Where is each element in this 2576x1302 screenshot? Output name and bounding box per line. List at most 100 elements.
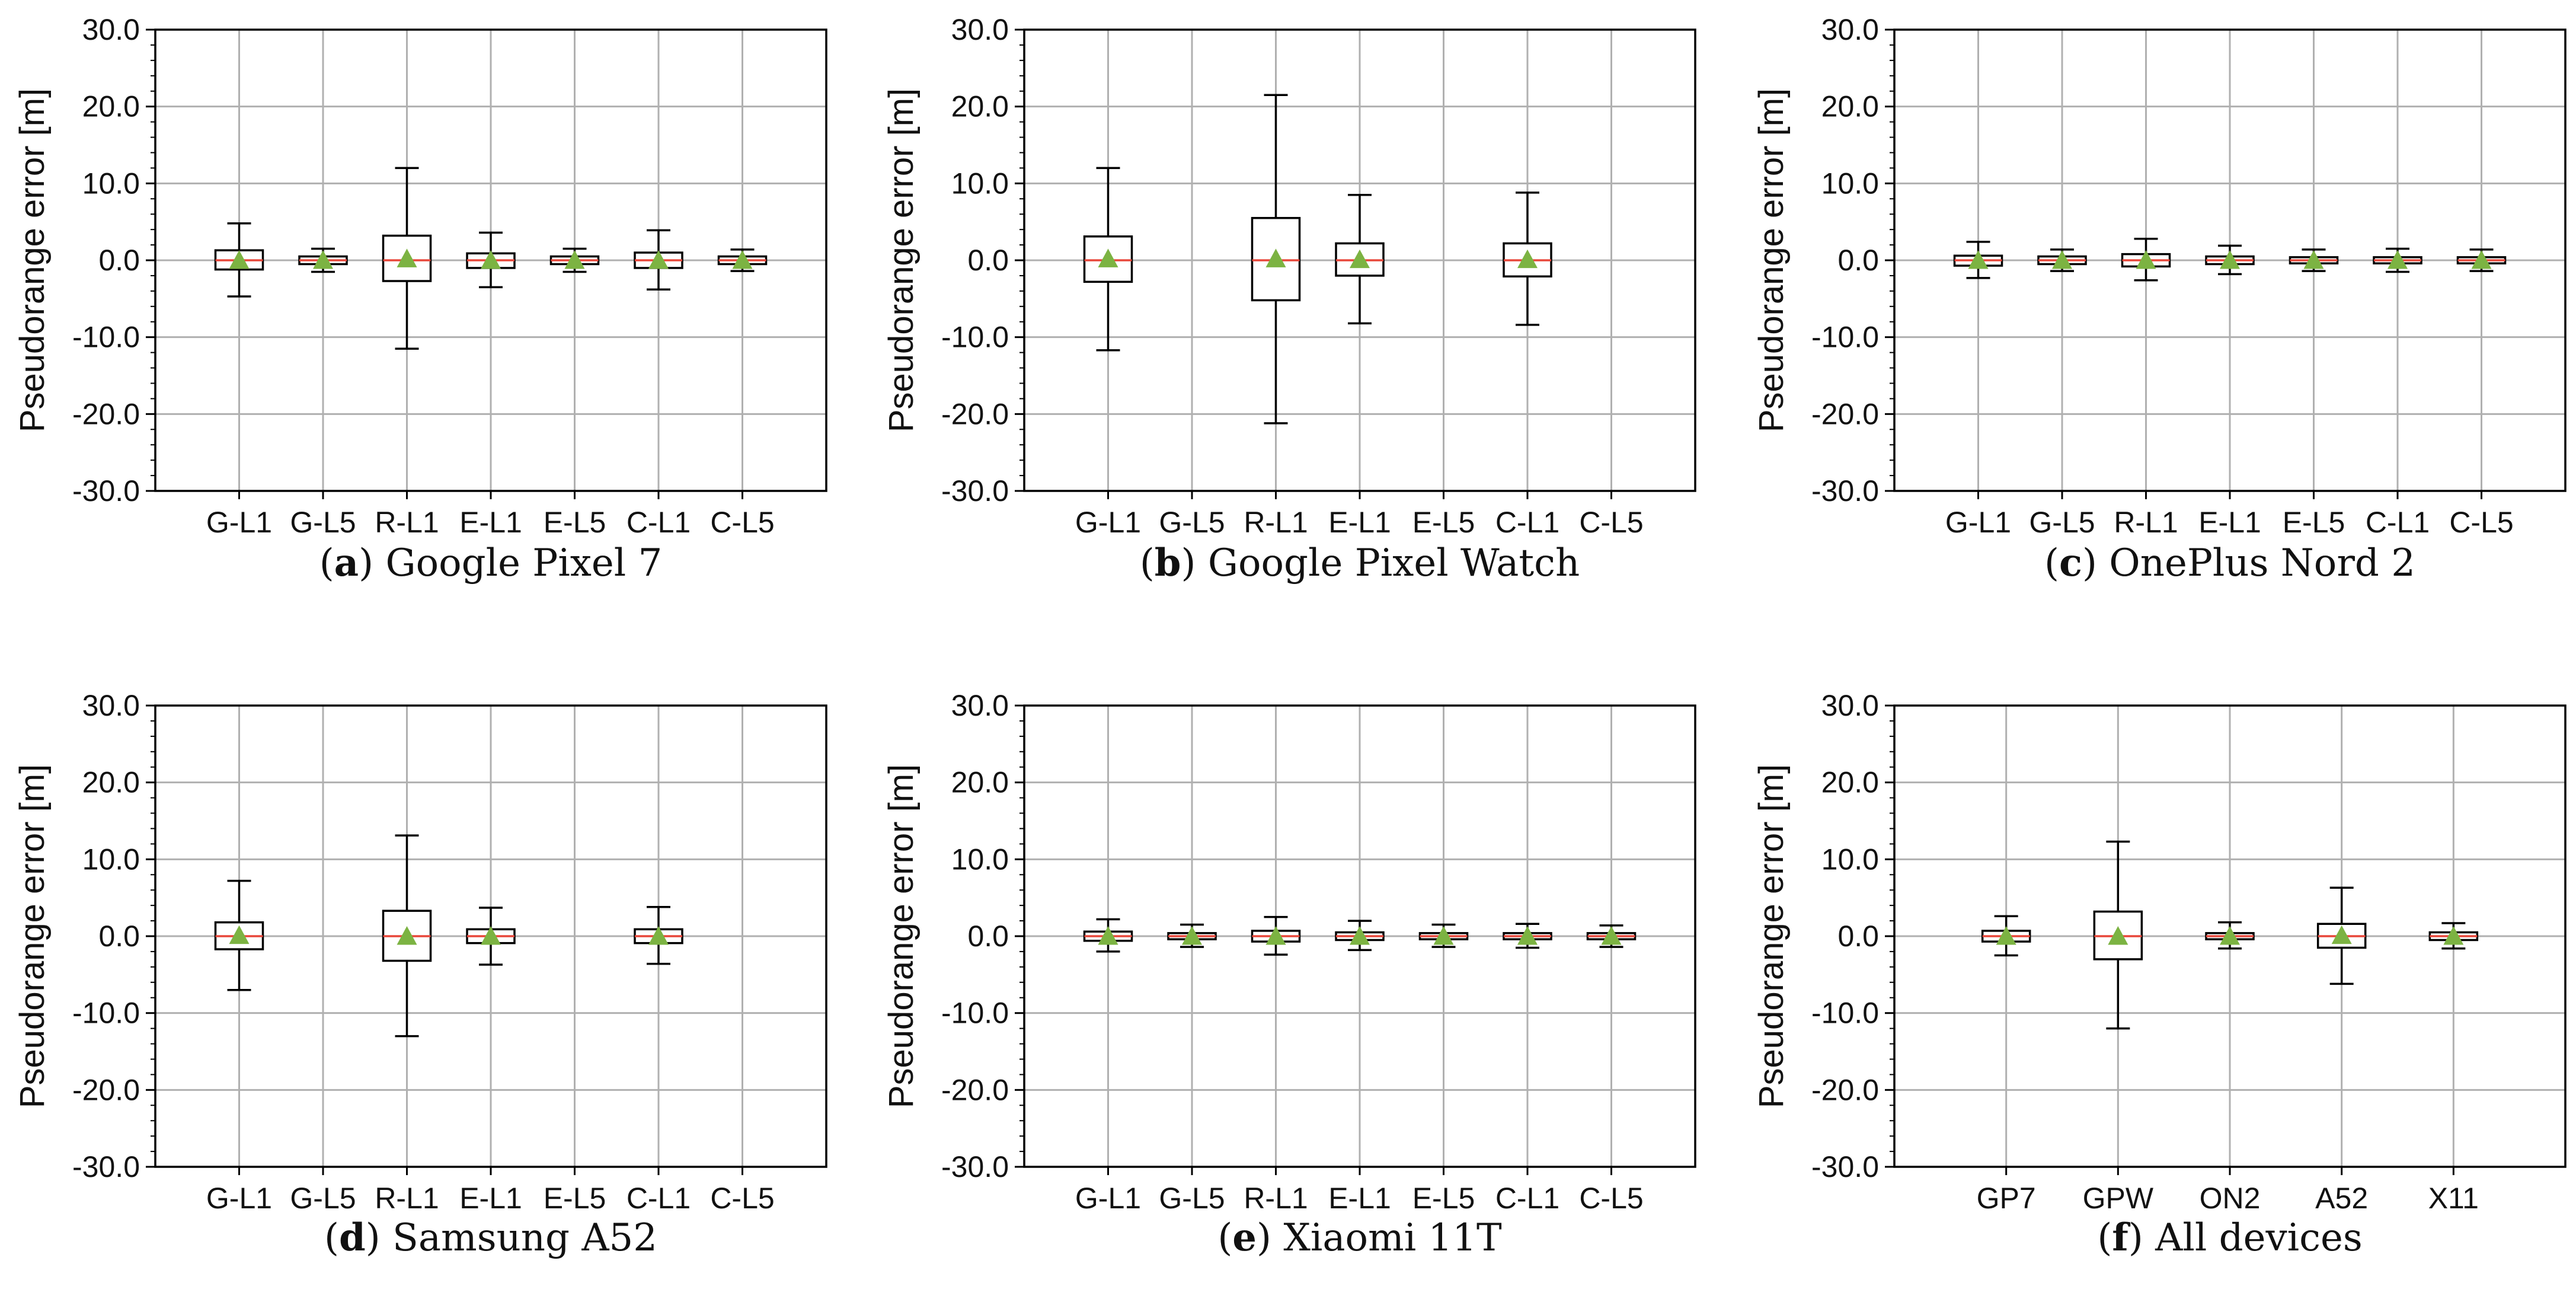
box-ON2 <box>2205 921 2255 950</box>
chart-panel-d: 30.0 20.0 10.0 0.0 -10.0 -20.0 -30.0 Pseudorang… <box>13 689 827 1215</box>
y-axis-label: Pseudorange error [m] <box>882 88 921 432</box>
y-tick-label: 0.0 <box>967 244 1009 277</box>
x-tick-label: R-L1 <box>375 1182 439 1215</box>
caption-text: Xiaomi 11T <box>1271 1216 1502 1260</box>
box-E-L1 <box>2205 244 2255 276</box>
y-tick-label: 10.0 <box>82 167 140 200</box>
box-C-L1 <box>634 229 683 291</box>
y-tick-label: -10.0 <box>72 997 140 1030</box>
y-tick-label: 0.0 <box>967 920 1009 953</box>
x-tick-label: G-L5 <box>1159 1182 1225 1215</box>
y-tick-label: -10.0 <box>1811 997 1879 1030</box>
x-tick-label: G-L1 <box>206 506 272 539</box>
x-tick-label: G-L5 <box>290 1182 356 1215</box>
x-tick-label: C-L1 <box>627 506 691 539</box>
mean-marker <box>481 250 501 269</box>
caption-text: Google Pixel Watch <box>1196 541 1580 585</box>
mean-marker <box>1265 248 1286 267</box>
x-tick-label: C-L1 <box>627 1182 691 1215</box>
x-tick-label: C-L1 <box>2366 506 2430 539</box>
mean-marker <box>2331 925 2352 944</box>
box-E-L1 <box>1335 920 1385 952</box>
x-tick-label: E-L1 <box>459 506 522 539</box>
y-tick-label: -10.0 <box>941 321 1009 354</box>
box-G-L1 <box>214 222 264 298</box>
mean-marker <box>2303 250 2324 269</box>
box-R-L1 <box>2121 237 2171 282</box>
y-tick-label: -20.0 <box>941 397 1009 430</box>
y-tick-label: -10.0 <box>941 997 1009 1030</box>
mean-marker <box>2220 926 2240 945</box>
x-tick-label: E-L1 <box>459 1182 522 1215</box>
x-tick-label: GPW <box>2083 1182 2154 1215</box>
x-tick-label: C-L1 <box>1495 1182 1559 1215</box>
box-G-L1 <box>1083 918 1133 953</box>
y-tick-label: 0.0 <box>98 920 140 953</box>
mean-marker <box>648 926 669 945</box>
caption-text: Samsung A52 <box>380 1216 657 1260</box>
y-tick-label: -20.0 <box>72 397 140 430</box>
x-tick-label: E-L5 <box>544 1182 606 1215</box>
mean-marker <box>1968 250 1989 269</box>
mean-marker <box>2108 926 2128 945</box>
x-tick-label: C-L5 <box>1579 506 1643 539</box>
box-C-L1 <box>1503 923 1552 949</box>
y-tick-label: 20.0 <box>82 90 140 123</box>
x-tick-label: E-L5 <box>1412 1182 1475 1215</box>
y-tick-label: 10.0 <box>82 843 140 876</box>
x-tick-label: G-L1 <box>1075 1182 1141 1215</box>
y-tick-label: 0.0 <box>1837 920 1879 953</box>
mean-marker <box>313 250 333 269</box>
plot-frame <box>154 704 827 1168</box>
x-tick-label: E-L1 <box>2198 506 2261 539</box>
x-tick-label: A52 <box>2315 1182 2368 1215</box>
box-E-L5 <box>2289 248 2339 272</box>
chart-panel-b: 30.0 20.0 10.0 0.0 -10.0 -20.0 -30.0 Pseudorang… <box>882 13 1696 539</box>
y-tick-label: 20.0 <box>951 766 1009 799</box>
mean-marker <box>1098 926 1118 945</box>
y-tick-label: 30.0 <box>1821 689 1879 722</box>
y-tick-label: 20.0 <box>1821 766 1879 799</box>
mean-marker <box>1996 926 2016 945</box>
y-axis-label: Pseudorange error [m] <box>13 764 52 1108</box>
y-tick-label: 30.0 <box>951 13 1009 46</box>
y-tick-label: -30.0 <box>1811 474 1879 508</box>
x-tick-label: ON2 <box>2200 1182 2261 1215</box>
x-tick-label: R-L1 <box>1244 506 1308 539</box>
x-tick-label: C-L5 <box>2449 506 2513 539</box>
box-G-L1 <box>1083 167 1133 352</box>
mean-marker <box>1350 926 1370 945</box>
mean-marker <box>397 926 417 945</box>
caption-a: (a) Google Pixel 7 <box>319 541 663 585</box>
box-C-L1 <box>634 905 683 965</box>
x-tick-label: C-L5 <box>710 1182 774 1215</box>
x-tick-label: G-L1 <box>206 1182 272 1215</box>
x-tick-label: E-L5 <box>1412 506 1475 539</box>
plot-frame <box>1023 28 1696 492</box>
mean-marker <box>2443 926 2464 945</box>
y-tick-label: 20.0 <box>1821 90 1879 123</box>
y-tick-label: -10.0 <box>72 321 140 354</box>
chart-panel-c: 30.0 20.0 10.0 0.0 -10.0 -20.0 -30.0 Pseudorang… <box>1752 13 2567 539</box>
y-tick-label: 0.0 <box>98 244 140 277</box>
mean-marker <box>2136 250 2156 269</box>
y-tick-label: -20.0 <box>72 1073 140 1106</box>
x-tick-label: R-L1 <box>1244 1182 1308 1215</box>
x-tick-label: C-L1 <box>1495 506 1559 539</box>
caption-letter: c <box>2059 541 2082 585</box>
y-tick-label: -30.0 <box>72 474 140 508</box>
box-G-L5 <box>1167 923 1217 948</box>
y-tick-label: 0.0 <box>1837 244 1879 277</box>
y-tick-label: 30.0 <box>951 689 1009 722</box>
caption-text: OnePlus Nord 2 <box>2096 541 2415 585</box>
box-C-L5 <box>2456 248 2507 272</box>
x-tick-label: C-L5 <box>710 506 774 539</box>
mean-marker <box>397 248 417 267</box>
caption-letter: f <box>2112 1215 2128 1260</box>
mean-marker <box>1517 249 1538 269</box>
mean-marker <box>1182 926 1202 945</box>
caption-f: (f) All devices <box>2097 1215 2363 1260</box>
mean-marker <box>732 250 753 269</box>
x-tick-label: G-L5 <box>290 506 356 539</box>
